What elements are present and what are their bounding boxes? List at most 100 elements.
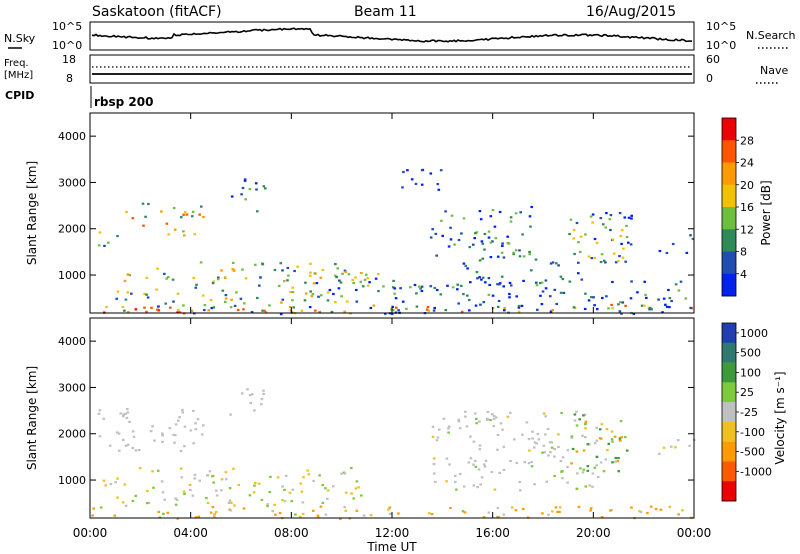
heatmap-cell [118,449,121,452]
heatmap-cell [519,211,522,214]
heatmap-cell [121,501,125,504]
heatmap-cell [307,473,311,476]
heatmap-cell [553,455,556,458]
heatmap-cell [289,290,292,294]
heatmap-cell [355,509,359,512]
heatmap-cell [145,310,148,313]
heatmap-cell [217,276,220,279]
colorbar-segment [722,162,736,186]
heatmap-cell [544,433,547,436]
heatmap-cell [677,289,681,292]
y-tick-label: 4000 [58,335,86,348]
heatmap-cell [262,185,266,188]
heatmap-cell [244,198,247,201]
heatmap-cell [215,494,219,497]
heatmap-cell [602,223,605,226]
heatmap-cell [517,310,521,313]
heatmap-cell [432,309,436,312]
velocity-colorbar-label: Velocity [m s⁻¹] [773,371,787,464]
heatmap-cell [588,443,591,446]
heatmap-cell [466,294,469,297]
heatmap-cell [229,306,233,309]
heatmap-cell [483,465,487,468]
heatmap-cell [165,222,169,225]
heatmap-cell [156,308,159,311]
time-tick-label: 12:00 [375,526,410,540]
heatmap-cell [344,491,348,494]
heatmap-cell [677,513,680,516]
heatmap-cell [357,486,360,489]
heatmap-cell [352,281,355,285]
heatmap-cell [439,293,443,296]
heatmap-cell [364,273,368,276]
heatmap-cell [582,468,586,471]
heatmap-cell [179,467,183,470]
heatmap-cell [627,241,630,244]
heatmap-cell [189,429,193,432]
heatmap-cell [610,438,614,441]
heatmap-cell [617,260,620,263]
colorbar-tick-label: 28 [740,134,754,147]
heatmap-cell [445,457,449,460]
heatmap-cell [126,408,129,411]
heatmap-cell [645,296,648,299]
heatmap-cell [601,296,604,300]
heatmap-cell [555,262,558,265]
heatmap-cell [334,263,337,266]
heatmap-cell [427,309,431,312]
heatmap-cell [151,425,154,428]
heatmap-cell [559,459,563,463]
heatmap-cell [514,509,518,512]
heatmap-cell [391,308,395,312]
heatmap-cell [336,267,339,270]
heatmap-cell [648,308,651,311]
heatmap-cell [332,485,335,488]
heatmap-cell [192,442,195,445]
heatmap-cell [302,476,305,479]
heatmap-cell [593,256,597,260]
heatmap-cell [602,259,606,262]
heatmap-cell [569,218,573,221]
heatmap-cell [544,279,548,282]
heatmap-cell [182,230,185,233]
heatmap-cell [315,282,319,285]
heatmap-cell [144,215,147,218]
heatmap-cell [566,465,569,469]
heatmap-cell [496,305,500,308]
heatmap-cell [169,306,172,309]
heatmap-cell [301,501,305,504]
heatmap-cell [534,258,538,261]
heatmap-cell [489,215,493,218]
heatmap-cell [164,302,167,305]
nsearch-label: N.Search [746,29,796,42]
heatmap-cell [131,499,135,503]
heatmap-cell [453,243,456,246]
heatmap-cell [103,244,106,247]
heatmap-cell [98,435,102,438]
heatmap-cell [176,311,179,314]
heatmap-cell [274,513,277,516]
heatmap-cell [654,507,658,511]
heatmap-cell [447,427,450,430]
heatmap-cell [317,295,320,298]
heatmap-cell [582,449,586,452]
heatmap-cell [119,412,122,415]
nave-tick-bottom: 0 [706,72,713,85]
freq-unit: [MHz] [4,70,33,81]
heatmap-cell [500,275,504,278]
heatmap-cell [283,488,286,491]
heatmap-cell [388,512,392,515]
heatmap-cell [212,306,216,309]
heatmap-cell [658,452,661,455]
heatmap-cell [392,286,395,289]
heatmap-cell [667,288,670,292]
heatmap-cell [224,300,227,303]
colorbar-tick-label: 16 [740,201,754,214]
heatmap-cell [230,195,234,198]
heatmap-cell [568,232,571,236]
heatmap-cell [235,291,238,294]
colorbar-segment [722,118,736,141]
heatmap-cell [636,291,639,294]
heatmap-cell [468,246,472,249]
heatmap-cell [454,480,457,484]
